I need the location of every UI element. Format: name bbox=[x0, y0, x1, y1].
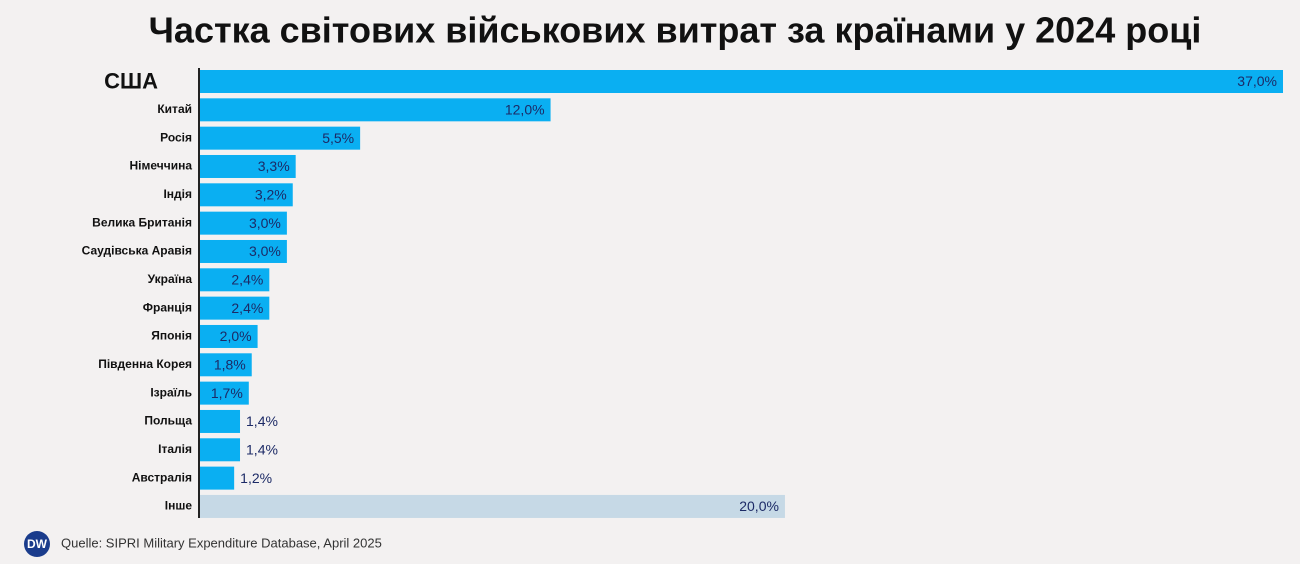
bar bbox=[200, 239, 287, 263]
value-label: 37,0% bbox=[1237, 73, 1277, 89]
y-tick-label: Саудівська Аравія bbox=[82, 244, 192, 258]
bar bbox=[200, 296, 270, 320]
bar bbox=[200, 98, 551, 122]
source: Quelle: SIPRI Military Expenditure Datab… bbox=[61, 535, 382, 550]
y-tick-label: Італія bbox=[158, 442, 192, 456]
value-label: 2,4% bbox=[231, 272, 263, 288]
bar bbox=[200, 466, 235, 490]
value-label: 12,0% bbox=[505, 102, 545, 118]
value-label: 3,2% bbox=[255, 187, 287, 203]
bar bbox=[200, 494, 785, 518]
bar bbox=[200, 381, 249, 405]
bar bbox=[200, 409, 241, 433]
bar bbox=[200, 438, 241, 462]
y-tick-label: Ізраїль bbox=[150, 385, 192, 399]
logo: DW bbox=[27, 537, 48, 551]
y-tick-label: Південна Корея bbox=[98, 357, 192, 371]
y-tick-label: Німеччина bbox=[130, 159, 193, 173]
value-label: 1,7% bbox=[211, 385, 243, 401]
bar bbox=[200, 211, 287, 235]
value-label: 2,0% bbox=[220, 328, 252, 344]
y-tick-label: Інше bbox=[165, 499, 193, 513]
value-label: 1,4% bbox=[246, 413, 278, 429]
value-label: 1,8% bbox=[214, 357, 246, 373]
bar bbox=[200, 126, 361, 150]
chart-title: Частка світових військових витрат за кра… bbox=[149, 10, 1202, 51]
y-tick-label: Польща bbox=[144, 414, 192, 428]
y-tick-label: Україна bbox=[148, 272, 193, 286]
y-tick-label: Китай bbox=[157, 102, 192, 116]
y-tick-label: Австралія bbox=[132, 470, 192, 484]
value-label: 3,0% bbox=[249, 243, 281, 259]
value-label: 1,4% bbox=[246, 441, 278, 457]
y-tick-label: США bbox=[104, 68, 158, 93]
bar bbox=[200, 154, 296, 178]
bar bbox=[200, 183, 293, 207]
bar bbox=[200, 353, 252, 377]
value-label: 3,0% bbox=[249, 215, 281, 231]
y-tick-label: Росія bbox=[160, 130, 192, 144]
logo-circle bbox=[24, 531, 50, 557]
y-tick-label: Індія bbox=[163, 187, 192, 201]
bar bbox=[200, 70, 1283, 93]
bar bbox=[200, 268, 270, 292]
value-label: 2,4% bbox=[231, 300, 263, 316]
value-label: 5,5% bbox=[322, 130, 354, 146]
y-tick-label: Японія bbox=[151, 329, 192, 343]
value-label: 1,2% bbox=[240, 470, 272, 486]
bar bbox=[200, 324, 258, 348]
value-label: 20,0% bbox=[739, 498, 779, 514]
value-label: 3,3% bbox=[258, 158, 290, 174]
y-tick-label: Франція bbox=[143, 300, 192, 314]
y-tick-label: Велика Британія bbox=[92, 215, 192, 229]
